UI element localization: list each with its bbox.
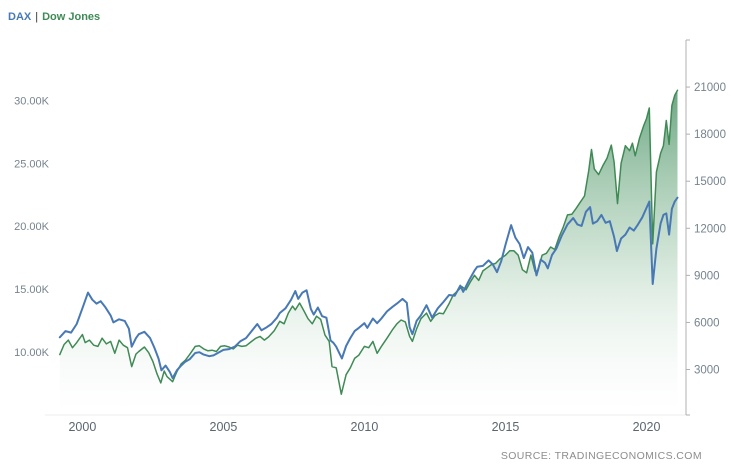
right-axis-tick-label: 18000 bbox=[694, 129, 726, 141]
left-axis-tick-label: 15.00K bbox=[14, 284, 50, 296]
x-axis-tick-label: 2020 bbox=[633, 420, 661, 434]
right-axis-tick-label: 6000 bbox=[694, 317, 720, 329]
x-axis-tick-label: 2005 bbox=[210, 420, 238, 434]
dax-line bbox=[58, 196, 679, 380]
dow-jones-area bbox=[59, 90, 678, 416]
right-axis-tick-label: 15000 bbox=[694, 176, 726, 188]
legend: DAX | Dow Jones bbox=[8, 12, 100, 23]
right-axis-tick-label: 12000 bbox=[694, 223, 726, 235]
right-axis-tick-label: 3000 bbox=[694, 364, 720, 376]
left-axis-tick-label: 20.00K bbox=[14, 221, 50, 233]
right-axis-tick-label: 9000 bbox=[694, 270, 720, 282]
legend-separator: | bbox=[35, 11, 39, 23]
x-axis-tick-label: 2000 bbox=[68, 420, 96, 434]
right-axis-tick-label: 21000 bbox=[694, 82, 726, 94]
left-axis-tick-label: 30.00K bbox=[14, 95, 50, 107]
x-axis-tick-label: 2015 bbox=[492, 420, 520, 434]
x-axis-tick-label: 2010 bbox=[351, 420, 379, 434]
source-credit: SOURCE: TRADINGECONOMICS.COM bbox=[500, 450, 702, 462]
legend-dax[interactable]: DAX bbox=[8, 11, 32, 23]
dow-jones-line bbox=[59, 89, 679, 395]
left-axis-tick-label: 10.00K bbox=[14, 347, 50, 359]
left-axis-tick-label: 25.00K bbox=[14, 158, 50, 170]
legend-dow-jones[interactable]: Dow Jones bbox=[42, 11, 101, 23]
